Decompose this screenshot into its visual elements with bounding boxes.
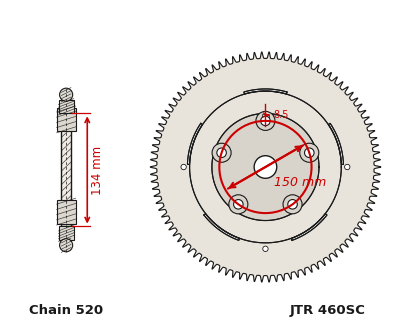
Text: 8.5: 8.5 [273,110,288,120]
Circle shape [229,195,248,214]
Circle shape [263,246,268,252]
Circle shape [304,148,314,158]
Bar [58,226,74,240]
Polygon shape [291,214,327,240]
Circle shape [234,199,243,209]
Polygon shape [150,52,380,282]
Circle shape [344,164,350,170]
Polygon shape [212,114,319,220]
Circle shape [288,199,297,209]
Circle shape [181,164,186,170]
Bar [57,200,76,223]
Circle shape [217,148,226,158]
Polygon shape [188,123,202,164]
Circle shape [60,88,73,101]
Bar [57,108,76,131]
Circle shape [254,156,277,178]
Polygon shape [204,214,240,240]
Circle shape [212,143,231,162]
Polygon shape [328,123,344,164]
Circle shape [256,111,275,130]
Polygon shape [244,89,287,94]
Text: Chain 520: Chain 520 [29,304,103,317]
Text: 134 mm: 134 mm [91,145,104,194]
Circle shape [60,239,73,252]
Polygon shape [190,91,341,243]
Text: JTR 460SC: JTR 460SC [290,304,366,317]
Bar [262,114,269,118]
Circle shape [300,143,319,162]
Text: 150 mm: 150 mm [274,176,327,189]
Circle shape [261,116,270,126]
Bar [61,114,71,226]
Circle shape [283,195,302,214]
Bar [58,100,74,114]
